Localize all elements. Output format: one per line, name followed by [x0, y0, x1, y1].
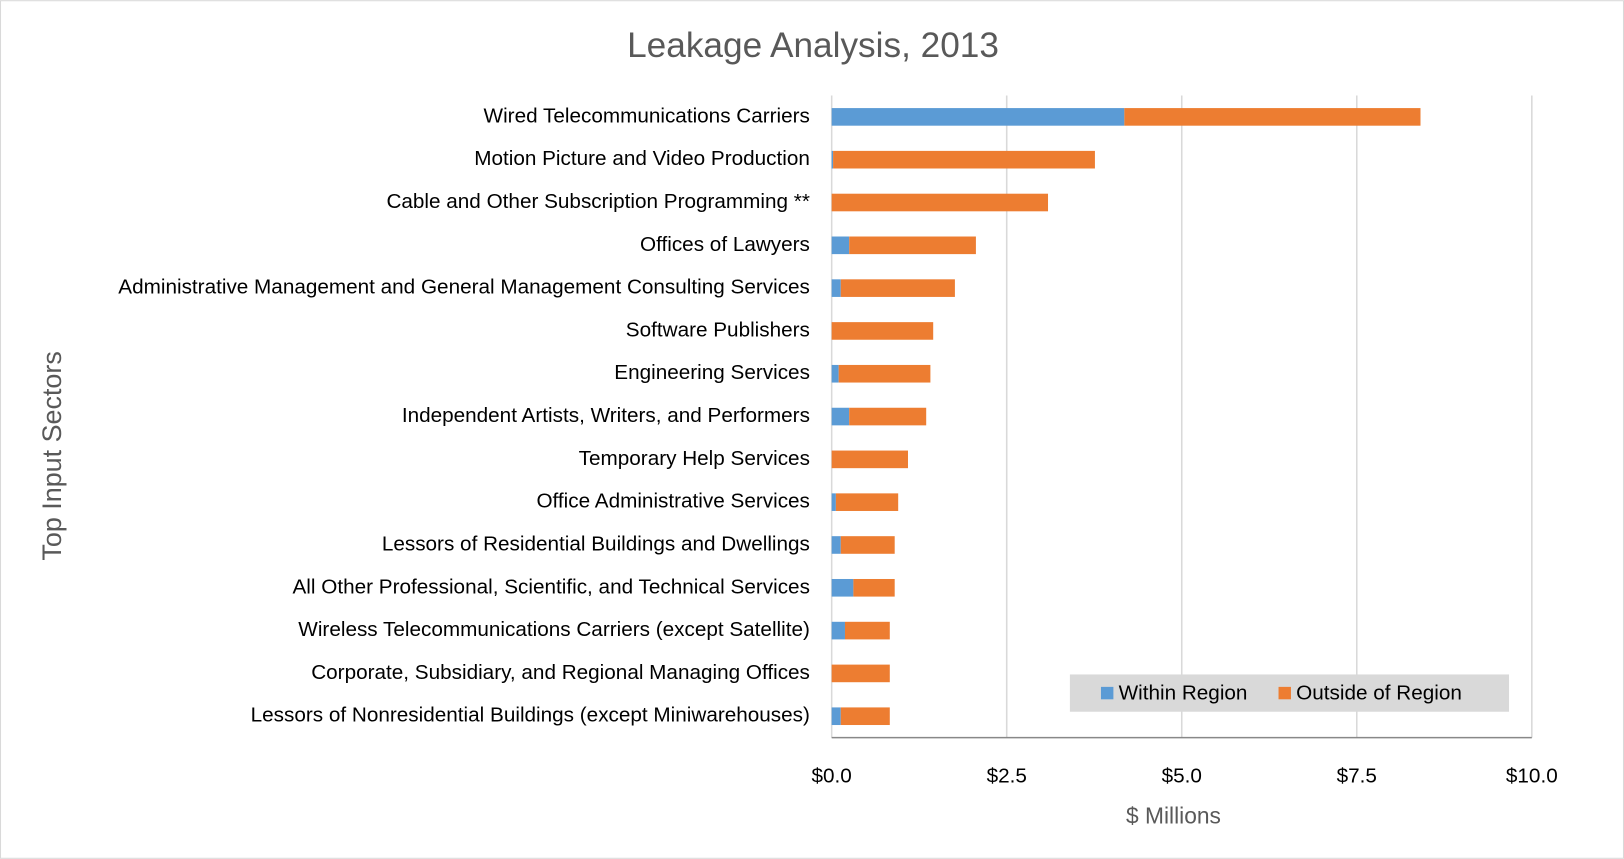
bar-segment: [831, 450, 908, 469]
bar-segment: [833, 150, 1095, 169]
y-tick-label: All Other Professional, Scientific, and …: [292, 575, 809, 598]
bar-segment: [840, 536, 895, 554]
y-tick-label: Office Administrative Services: [536, 490, 809, 513]
y-tick-label: Corporate, Subsidiary, and Regional Mana…: [311, 661, 810, 684]
bar-segment: [831, 322, 934, 340]
bar-segment: [831, 407, 850, 426]
bar-segment: [1124, 108, 1421, 126]
y-axis-title: Top Input Sectors: [37, 351, 67, 560]
y-tick-label: Lessors of Nonresidential Buildings (exc…: [251, 704, 810, 727]
y-tick-label: Independent Artists, Writers, and Perfor…: [402, 404, 810, 427]
y-tick-label: Cable and Other Subscription Programming…: [386, 190, 809, 213]
legend-label: Outside of Region: [1296, 682, 1462, 705]
x-tick-label: $5.0: [1162, 764, 1202, 787]
x-tick-label: $2.5: [987, 764, 1027, 787]
x-tick-label: $10.0: [1506, 764, 1558, 787]
bar-segment: [831, 193, 1049, 212]
legend-swatch: [1278, 686, 1291, 700]
x-tick-label: $0.0: [812, 764, 852, 787]
bar-segment: [831, 578, 854, 597]
y-tick-label: Temporary Help Services: [579, 447, 810, 470]
bar-segment: [831, 364, 839, 383]
bar-segment: [831, 236, 850, 255]
y-tick-label: Wired Telecommunications Carriers: [484, 104, 810, 127]
y-tick-label: Software Publishers: [626, 318, 810, 341]
x-tick-label: $7.5: [1337, 764, 1377, 787]
bar-segment: [831, 621, 845, 640]
bar-segment: [835, 493, 899, 511]
y-tick-label: Offices of Lawyers: [640, 233, 810, 256]
bar-segment: [831, 664, 890, 683]
legend-label: Within Region: [1119, 682, 1248, 705]
y-tick-label: Administrative Management and General Ma…: [118, 276, 810, 299]
bar-segment: [831, 493, 836, 511]
bar-segment: [831, 108, 1125, 126]
bar-segment: [849, 236, 976, 255]
y-tick-label: Lessors of Residential Buildings and Dwe…: [382, 532, 810, 555]
chart-title: Leakage Analysis, 2013: [627, 26, 999, 65]
bar-segment: [840, 279, 955, 297]
bar-segment: [853, 578, 895, 597]
y-tick-label: Wireless Telecommunications Carriers (ex…: [298, 618, 810, 641]
bar-segment: [840, 707, 890, 726]
bar-segment: [831, 536, 841, 554]
bar-segment: [838, 364, 931, 383]
bar-segment: [849, 407, 927, 426]
y-tick-label: Motion Picture and Video Production: [474, 147, 810, 170]
bar-segment: [844, 621, 890, 640]
bar-segment: [831, 279, 841, 297]
x-axis-title: $ Millions: [1126, 802, 1221, 828]
y-tick-label: Engineering Services: [614, 361, 810, 384]
legend-swatch: [1100, 686, 1114, 700]
bar-segment: [831, 150, 834, 169]
bar-segment: [831, 707, 841, 726]
